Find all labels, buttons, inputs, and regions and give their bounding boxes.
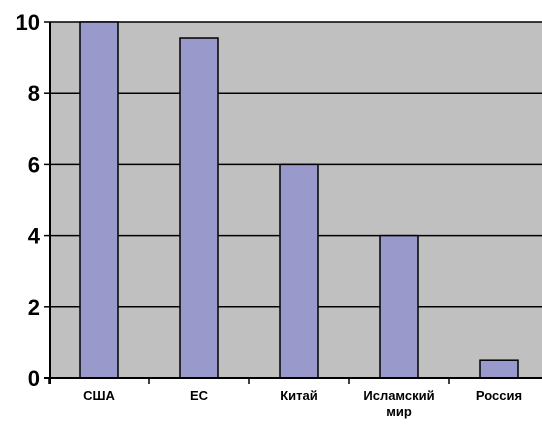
x-tick-label: Россия xyxy=(476,388,522,403)
y-tick-label: 10 xyxy=(16,10,40,35)
bar-1 xyxy=(179,37,219,379)
bar-0 xyxy=(79,21,119,379)
y-tick-label: 8 xyxy=(28,81,40,106)
bar-4 xyxy=(479,359,519,379)
x-tick-label: ЕС xyxy=(190,388,209,403)
y-tick-label: 0 xyxy=(28,366,40,391)
bar-2 xyxy=(279,163,319,379)
y-tick-label: 2 xyxy=(28,295,40,320)
x-tick-label: США xyxy=(83,388,115,403)
bars xyxy=(79,21,519,379)
y-tick-label: 4 xyxy=(28,224,41,249)
bar-3 xyxy=(379,234,419,379)
x-axis-ticks: США ЕС Китай Исламский мир Россия xyxy=(83,388,522,419)
y-axis-ticks: 0 2 4 6 8 10 xyxy=(16,10,50,391)
x-tick-label: Китай xyxy=(280,388,318,403)
axes xyxy=(44,22,542,384)
x-tick-label: Исламский мир xyxy=(363,388,434,419)
y-tick-label: 6 xyxy=(28,152,40,177)
